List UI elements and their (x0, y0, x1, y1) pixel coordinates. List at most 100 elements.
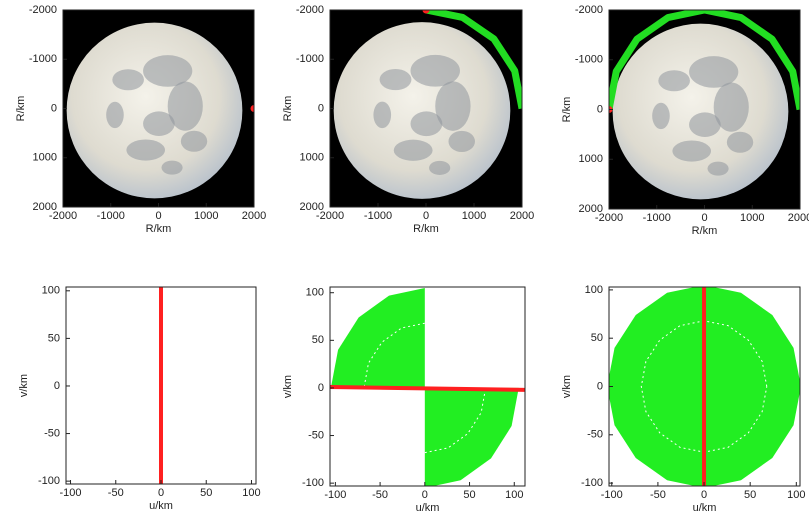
x-axis-label: R/km (413, 223, 439, 235)
x-axis-label: u/km (416, 502, 440, 514)
y-axis-label: R/km (561, 97, 573, 123)
y-tick-label: 1000 (33, 152, 57, 164)
x-tick-label: 100 (505, 489, 523, 501)
y-tick-label: 0 (51, 102, 57, 114)
moon-mare (373, 102, 391, 128)
x-tick-label: 1000 (462, 210, 486, 222)
moon-mare (652, 103, 670, 129)
panel: -100 -50 0 50 100 -100 -50 0 50 100 u/km v/km (282, 287, 525, 514)
moon-disc (613, 24, 789, 200)
panel: -2000-1000010002000-2000-1000010002000R/… (561, 4, 809, 237)
moon-image (67, 23, 243, 199)
x-axis-label: u/km (693, 502, 717, 514)
x-tick-label: 50 (463, 489, 475, 501)
moon-disc (67, 23, 243, 199)
y-tick-label: 0 (597, 103, 603, 115)
x-tick-label: 100 (242, 487, 260, 499)
y-tick-label: 0 (318, 382, 324, 394)
x-tick-label: -1000 (364, 210, 392, 222)
moon-mare (411, 111, 443, 136)
x-axis-label: R/km (146, 223, 172, 235)
y-axis-label: R/km (15, 96, 27, 122)
x-tick-label: -100 (601, 489, 623, 501)
y-tick-label: 0 (597, 380, 603, 392)
x-tick-label: -1000 (97, 210, 125, 222)
x-tick-label: -50 (372, 489, 388, 501)
x-tick-label: 100 (787, 489, 805, 501)
x-tick-label: 0 (423, 210, 429, 222)
moon-mare (708, 162, 729, 176)
y-axis-label: v/km (561, 375, 573, 398)
y-tick-label: -1000 (296, 53, 324, 65)
y-tick-label: 50 (48, 332, 60, 344)
x-tick-label: 2000 (510, 210, 534, 222)
x-tick-label: -100 (324, 489, 346, 501)
moon-mare (126, 139, 165, 160)
moon-mare (429, 161, 450, 175)
moon-mare (727, 132, 753, 153)
y-tick-label: 0 (318, 102, 324, 114)
y-tick-label: 2000 (300, 201, 324, 213)
x-tick-label: 0 (422, 489, 428, 501)
moon-mare (112, 69, 144, 90)
moon-mare (181, 131, 207, 152)
panel: -100 -50 0 50 100 -100 -50 0 50 100 u/km v/km (18, 285, 261, 512)
moon-disc (334, 22, 511, 199)
y-tick-label: -50 (308, 429, 324, 441)
y-tick-label: 100 (585, 284, 603, 296)
y-tick-label: 0 (54, 380, 60, 392)
moon-mare (448, 131, 474, 152)
moon-mare (394, 140, 433, 161)
y-tick-label: -50 (587, 429, 603, 441)
x-tick-label: 0 (155, 210, 161, 222)
moon-mare (658, 70, 690, 91)
moon-mare (143, 111, 175, 136)
y-tick-label: -2000 (575, 4, 603, 16)
moon-mare (162, 161, 183, 175)
x-axis-label: R/km (692, 225, 718, 237)
y-tick-label: 50 (312, 334, 324, 346)
y-tick-label: -1000 (575, 54, 603, 66)
moon-image (334, 22, 511, 199)
y-tick-label: -2000 (29, 4, 57, 16)
y-tick-label: -1000 (29, 53, 57, 65)
x-tick-label: -1000 (643, 212, 671, 224)
y-tick-label: -100 (302, 477, 324, 489)
y-tick-label: -100 (38, 475, 60, 487)
moon-mare (380, 69, 412, 90)
y-tick-label: 1000 (300, 152, 324, 164)
y-tick-label: 100 (42, 285, 60, 297)
y-axis-label: R/km (282, 96, 294, 122)
y-tick-label: 2000 (579, 203, 603, 215)
figure: -2000-1000010002000-2000-1000010002000R/… (0, 0, 809, 524)
x-tick-label: 50 (744, 489, 756, 501)
x-tick-label: -50 (108, 487, 124, 499)
x-tick-label: -50 (650, 489, 666, 501)
x-tick-label: 0 (701, 489, 707, 501)
y-tick-label: 50 (591, 332, 603, 344)
y-axis-label: v/km (282, 375, 294, 398)
x-tick-label: 1000 (194, 210, 218, 222)
x-tick-label: 1000 (740, 212, 764, 224)
x-tick-label: 2000 (242, 210, 266, 222)
track-line (330, 387, 525, 390)
moon-mare (672, 140, 711, 161)
y-tick-label: 100 (306, 287, 324, 299)
plot-area (607, 285, 801, 488)
y-tick-label: -2000 (296, 4, 324, 16)
y-tick-label: -50 (44, 427, 60, 439)
moon-mare (106, 102, 124, 128)
y-tick-label: 2000 (33, 201, 57, 213)
x-tick-label: 50 (200, 487, 212, 499)
moon-mare (689, 112, 721, 137)
x-tick-label: -100 (60, 487, 82, 499)
x-tick-label: 2000 (788, 212, 809, 224)
y-tick-label: 1000 (579, 153, 603, 165)
x-tick-label: 0 (701, 212, 707, 224)
x-axis-label: u/km (149, 500, 173, 512)
y-axis-label: v/km (18, 374, 30, 397)
x-tick-label: 0 (158, 487, 164, 499)
